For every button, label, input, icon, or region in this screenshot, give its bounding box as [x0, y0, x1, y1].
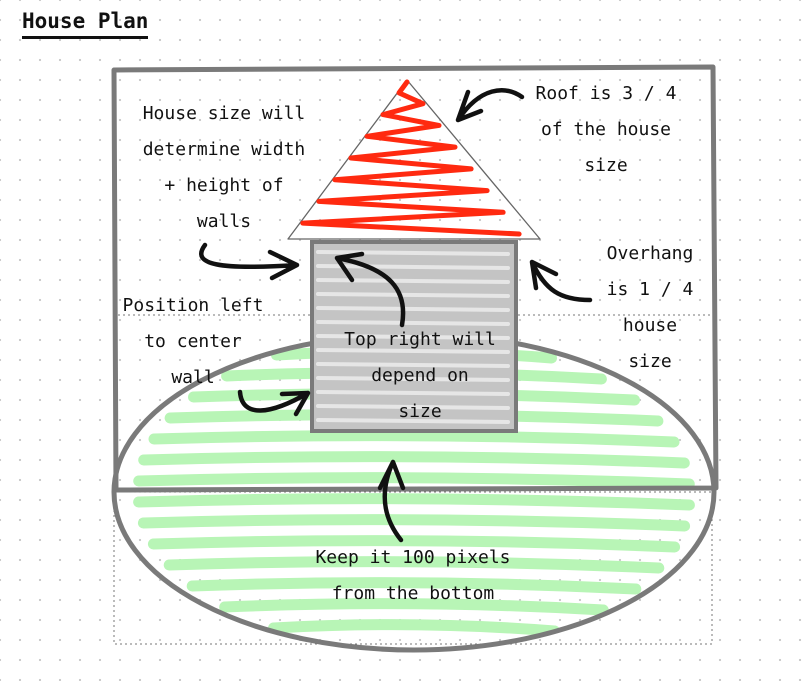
wall-stripe [316, 390, 510, 396]
label-line: size [628, 351, 672, 372]
wall-stripe [316, 278, 510, 284]
label-line: to center [144, 331, 242, 352]
grass-stroke [268, 619, 560, 637]
arrow-to-left-wall-bottom-icon [237, 389, 311, 417]
wall-stripe [316, 250, 510, 256]
wall-stripe [316, 376, 510, 382]
wall-stripe [316, 362, 510, 368]
label-line: of the house [540, 119, 672, 140]
grass-stroke [133, 472, 695, 490]
label-line: Top right will [344, 329, 496, 350]
wall-stripe [316, 292, 510, 298]
arrow-to-overhang-icon [529, 259, 593, 303]
wall-stripe [316, 418, 510, 424]
wall-stripe [316, 348, 510, 354]
grass-stroke [148, 430, 680, 448]
label-line: depend on [371, 365, 469, 386]
label-keep-from-bottom: Keep it 100 pixels from the bottom [278, 540, 548, 612]
page-title: House Plan [22, 6, 149, 39]
wall-stripe [316, 306, 510, 312]
label-line: Overhang [606, 243, 694, 264]
label-roof: Roof is 3 / 4 of the house size [506, 76, 706, 184]
label-house-size: House size will determine width + height… [108, 96, 340, 240]
label-line: House size will [142, 103, 306, 124]
wall-stripe [316, 334, 510, 340]
label-position: Position left to center wall [112, 288, 274, 396]
label-line: wall [171, 367, 215, 388]
roof-scribble [300, 79, 522, 237]
wall-stripe [316, 404, 510, 410]
arrow-to-roof-icon [455, 88, 525, 123]
arrow-to-wall-left-icon [199, 242, 300, 281]
grass-stroke [138, 451, 690, 469]
label-line: Roof is 3 / 4 [535, 83, 677, 104]
label-line: determine width [142, 139, 306, 160]
grass-stroke [186, 577, 642, 595]
label-line: size [584, 155, 628, 176]
label-line: walls [196, 211, 252, 232]
label-line: Position left [122, 295, 264, 316]
grass-scribble [133, 346, 695, 637]
arrow-to-top-left-corner-icon [334, 251, 406, 328]
label-line: + height of [164, 175, 284, 196]
grass-stroke [133, 493, 695, 511]
grass-stroke [147, 535, 681, 553]
arrow-to-ellipse-top-icon [377, 459, 406, 543]
house-roof [287, 79, 541, 240]
grass-stroke [219, 598, 609, 616]
label-overhang: Overhang is 1 / 4 house size [580, 236, 720, 380]
label-line: is 1 / 4 [606, 279, 694, 300]
wall-stripe [316, 264, 510, 270]
label-line: house [622, 315, 678, 336]
grass-stroke [163, 556, 665, 574]
label-line: Keep it 100 pixels [315, 547, 511, 568]
label-line: from the bottom [331, 583, 495, 604]
label-top-right: Top right will depend on size [330, 322, 510, 430]
grass-stroke [137, 514, 691, 532]
label-line: size [398, 401, 442, 422]
wall-stripe [316, 320, 510, 326]
